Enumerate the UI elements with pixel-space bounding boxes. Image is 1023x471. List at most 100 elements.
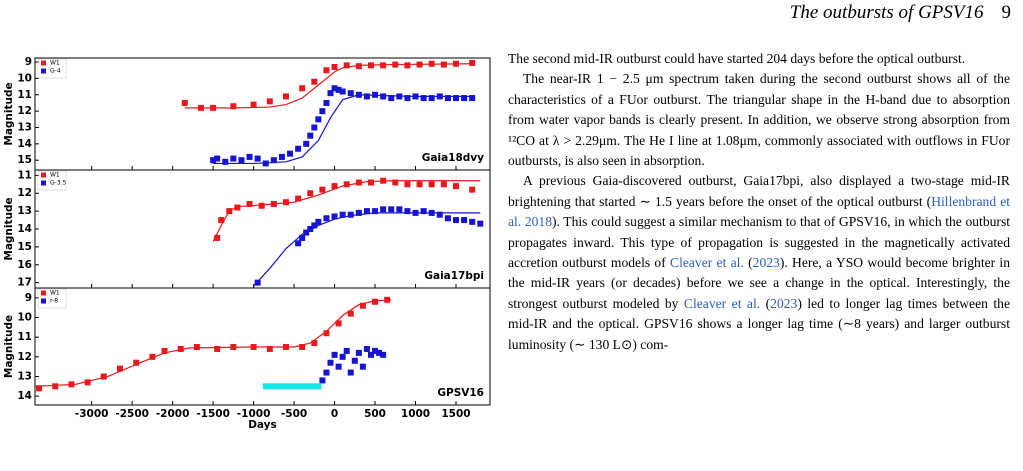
data-point	[299, 234, 306, 241]
data-point	[295, 195, 302, 202]
data-point	[246, 200, 253, 207]
data-point	[266, 98, 273, 105]
running-title: The outbursts of GPSV16	[789, 2, 984, 23]
data-point	[250, 101, 257, 108]
text-run: The near-IR 1 − 2.5 μm spectrum taken du…	[508, 71, 1010, 169]
data-point	[412, 209, 419, 216]
data-point	[452, 60, 459, 67]
data-point	[299, 343, 306, 350]
data-point	[367, 351, 374, 358]
data-point	[428, 95, 435, 102]
paragraph: The second mid-IR outburst could have st…	[508, 49, 1010, 69]
data-point	[355, 63, 362, 70]
y-tick-label: 15	[17, 154, 32, 166]
data-point	[327, 90, 334, 97]
data-point	[323, 67, 330, 74]
data-point	[307, 132, 314, 139]
data-point	[327, 359, 334, 366]
data-point	[230, 103, 237, 110]
fit-line	[253, 212, 481, 287]
x-tick-label: 1000	[401, 408, 430, 420]
data-point	[469, 186, 476, 193]
data-point	[444, 95, 451, 102]
data-point	[307, 190, 314, 197]
legend-label: W1	[50, 172, 60, 179]
data-point	[384, 296, 391, 303]
data-point	[323, 99, 330, 106]
legend-marker	[41, 298, 46, 304]
data-point	[428, 181, 435, 188]
data-point	[367, 62, 374, 69]
panel-label: Gaia17bpi	[424, 270, 484, 282]
data-point	[331, 183, 338, 190]
x-tick-label: -3000	[75, 408, 109, 420]
data-point	[210, 104, 217, 111]
data-point	[307, 383, 314, 390]
data-point	[436, 93, 443, 100]
data-point	[307, 226, 314, 232]
data-point	[270, 200, 277, 207]
data-point	[436, 211, 443, 218]
data-point	[363, 345, 370, 352]
data-point	[193, 343, 200, 350]
data-point	[351, 357, 358, 364]
citation-link[interactable]: 2023	[770, 295, 798, 311]
axes-frame	[34, 169, 491, 289]
text-run: The second mid-IR outburst could have st…	[508, 51, 966, 66]
legend-label: G-4	[50, 68, 61, 75]
data-point	[303, 229, 310, 236]
citation-link[interactable]: Hillenbrand et al. 2018	[508, 193, 1011, 230]
legend-label: W1	[50, 290, 60, 297]
text-run: A previous Gaia-discovered outburst, Gai…	[508, 173, 1010, 209]
data-point	[319, 186, 326, 193]
data-point	[36, 385, 43, 392]
data-point	[149, 353, 156, 360]
y-tick-label: 9	[25, 56, 32, 68]
data-point	[287, 383, 294, 390]
data-point	[246, 153, 253, 160]
data-point	[197, 104, 204, 111]
data-point	[303, 140, 310, 147]
text-run: (	[743, 255, 753, 271]
data-point	[299, 85, 306, 92]
data-point	[254, 279, 261, 286]
x-axis-label: Days	[248, 419, 277, 431]
data-point	[323, 369, 330, 376]
data-point	[343, 62, 350, 69]
data-point	[380, 351, 387, 358]
data-point	[84, 379, 91, 386]
data-point	[428, 60, 435, 67]
data-point	[388, 206, 395, 213]
legend-label: G-3.5	[50, 180, 67, 187]
data-point	[359, 302, 366, 309]
data-point	[177, 345, 184, 352]
legend-marker	[41, 60, 46, 66]
citation-link[interactable]: Cleaver et al.	[683, 295, 761, 311]
data-point	[282, 199, 289, 206]
data-point	[68, 381, 75, 388]
data-point	[339, 353, 346, 360]
citation-link[interactable]: 2023	[752, 255, 780, 271]
data-point	[315, 116, 322, 123]
data-point	[420, 208, 427, 215]
text-run: ). This could suggest a similar mechanis…	[508, 214, 1011, 271]
x-tick-label: -2500	[115, 408, 149, 420]
citation-link[interactable]: Cleaver et al.	[670, 255, 744, 271]
data-point	[278, 383, 285, 390]
x-tick-label: 0	[331, 408, 338, 420]
data-point	[376, 349, 383, 356]
header: The outbursts of GPSV16 9	[790, 2, 1011, 24]
data-point	[367, 179, 374, 186]
data-point	[440, 61, 447, 68]
panel-label: Gaia18dvy	[422, 152, 484, 164]
data-point	[416, 61, 423, 68]
data-point	[469, 218, 476, 225]
y-axis-label: Magnitude	[3, 82, 15, 145]
data-point	[335, 363, 342, 370]
data-point	[372, 208, 379, 215]
data-point	[380, 93, 387, 100]
data-point	[355, 349, 362, 356]
fit-line	[212, 180, 481, 242]
y-tick-label: 11	[17, 89, 32, 101]
y-tick-label: 12	[17, 351, 32, 363]
